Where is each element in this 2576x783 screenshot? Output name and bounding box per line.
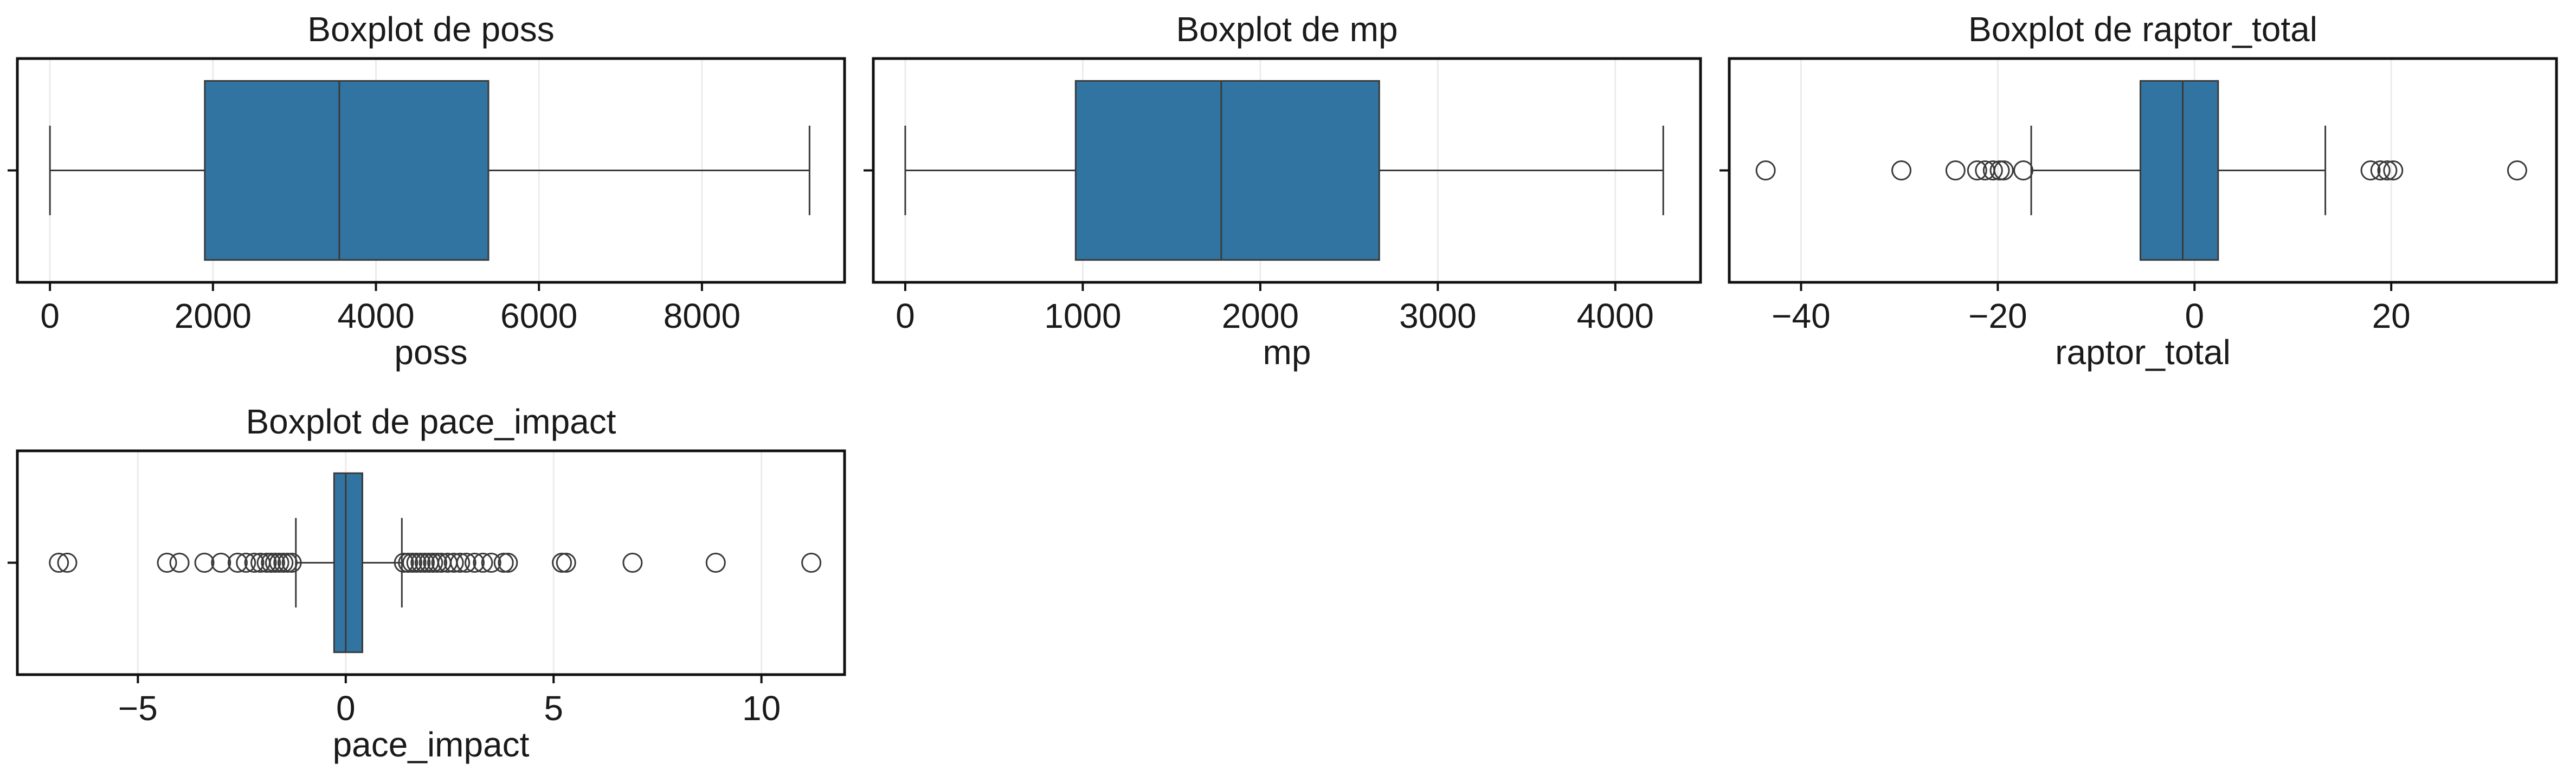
x-tick-label: 4000	[1577, 296, 1654, 335]
x-tick-label: 0	[2185, 296, 2204, 335]
plot-frame	[16, 449, 846, 676]
outlier-point	[398, 553, 418, 573]
outlier-point	[473, 553, 493, 573]
outlier-point	[493, 553, 514, 573]
outlier-point	[427, 553, 448, 573]
outlier-point	[227, 553, 248, 573]
x-tick-label: 2000	[1222, 296, 1299, 335]
outlier-point	[49, 553, 69, 573]
plot-frame	[1728, 57, 2558, 284]
iqr-box	[1074, 80, 1380, 261]
outlier-point	[2370, 160, 2391, 180]
iqr-box	[204, 80, 490, 261]
iqr-box	[2139, 80, 2219, 261]
x-axis-label: poss	[394, 333, 467, 372]
x-tick-label: −40	[1772, 296, 1831, 335]
panel-title: Boxplot de pace_impact	[246, 402, 616, 441]
iqr-box	[333, 472, 363, 653]
outlier-point	[1891, 160, 1912, 180]
outlier-point	[423, 553, 443, 573]
panel-mp: Boxplot de mp 0 1000 2000 3000 4000 mp	[864, 10, 1702, 372]
outlier-point	[194, 553, 215, 573]
plot-frame	[16, 57, 846, 284]
outlier-point	[414, 553, 435, 573]
box-marks	[49, 80, 810, 261]
outlier-point	[498, 553, 518, 573]
x-tick-label: −20	[1968, 296, 2027, 335]
x-tick-label: 10	[742, 689, 781, 728]
x-ticks: −40 −20 0 20	[1720, 169, 2411, 335]
outlier-point	[211, 553, 231, 573]
x-tick-label: −5	[118, 689, 158, 728]
x-tick-label: 4000	[337, 296, 414, 335]
box-marks	[904, 80, 1664, 261]
outlier-point	[2507, 160, 2527, 180]
panel-title: Boxplot de raptor_total	[1968, 10, 2317, 49]
box-marks	[49, 472, 822, 653]
outlier-point	[450, 553, 471, 573]
outlier-point	[261, 553, 281, 573]
outlier-point	[2383, 160, 2404, 180]
outlier-point	[256, 553, 277, 573]
outlier-point	[273, 553, 294, 573]
panel-title: Boxplot de mp	[1176, 10, 1398, 49]
outlier-point	[410, 553, 431, 573]
outlier-point	[394, 553, 414, 573]
x-tick-label: 3000	[1399, 296, 1476, 335]
outlier-point	[406, 553, 427, 573]
outlier-point	[2377, 160, 2398, 180]
x-ticks: −5 0 5 10	[8, 561, 781, 728]
outlier-point	[1967, 160, 1987, 180]
x-tick-label: 2000	[175, 296, 252, 335]
outlier-point	[622, 553, 643, 573]
outlier-point	[236, 553, 256, 573]
outlier-point	[481, 553, 501, 573]
plot-frame	[872, 57, 1702, 284]
x-axis-label: mp	[1263, 333, 1311, 372]
outlier-point	[1993, 160, 2014, 180]
outlier-point	[281, 553, 302, 573]
outlier-point	[456, 553, 476, 573]
panel-poss: Boxplot de poss 0 2000 4000 6000 8000 poss	[8, 10, 846, 372]
x-tick-label: 0	[40, 296, 60, 335]
outlier-point	[402, 553, 422, 573]
x-ticks: 0 1000 2000 3000 4000	[864, 169, 1654, 335]
outlier-point	[269, 553, 289, 573]
outlier-point	[705, 553, 726, 573]
outlier-point	[1755, 160, 1776, 180]
x-tick-label: 20	[2372, 296, 2411, 335]
x-axis-label: raptor_total	[2055, 333, 2231, 372]
outlier-point	[1945, 160, 1966, 180]
outlier-point	[277, 553, 298, 573]
x-tick-label: 8000	[664, 296, 740, 335]
panel-pace-impact: Boxplot de pace_impact −5 0 5 10 pace_impac…	[8, 402, 846, 764]
panel-title: Boxplot de poss	[307, 10, 554, 49]
x-tick-label: 0	[896, 296, 915, 335]
outlier-point	[552, 553, 572, 573]
outlier-point	[57, 553, 78, 573]
outlier-point	[244, 553, 265, 573]
outlier-point	[801, 553, 822, 573]
x-tick-label: 0	[336, 689, 356, 728]
outlier-point	[157, 553, 177, 573]
outlier-point	[169, 553, 190, 573]
x-tick-label: 1000	[1044, 296, 1121, 335]
outlier-point	[2013, 160, 2034, 180]
x-axis-label: pace_impact	[333, 725, 530, 764]
outlier-point	[1982, 160, 2003, 180]
outlier-point	[465, 553, 485, 573]
x-tick-label: 5	[544, 689, 563, 728]
x-ticks: 0 2000 4000 6000 8000	[8, 169, 740, 335]
outlier-point	[265, 553, 285, 573]
outlier-point	[443, 553, 464, 573]
panel-raptor-total: Boxplot de raptor_total −40 −20 0 20 raptor…	[1720, 10, 2558, 372]
outlier-point	[2360, 160, 2381, 180]
box-marks	[1755, 80, 2527, 261]
outlier-point	[556, 553, 576, 573]
x-tick-label: 6000	[500, 296, 577, 335]
